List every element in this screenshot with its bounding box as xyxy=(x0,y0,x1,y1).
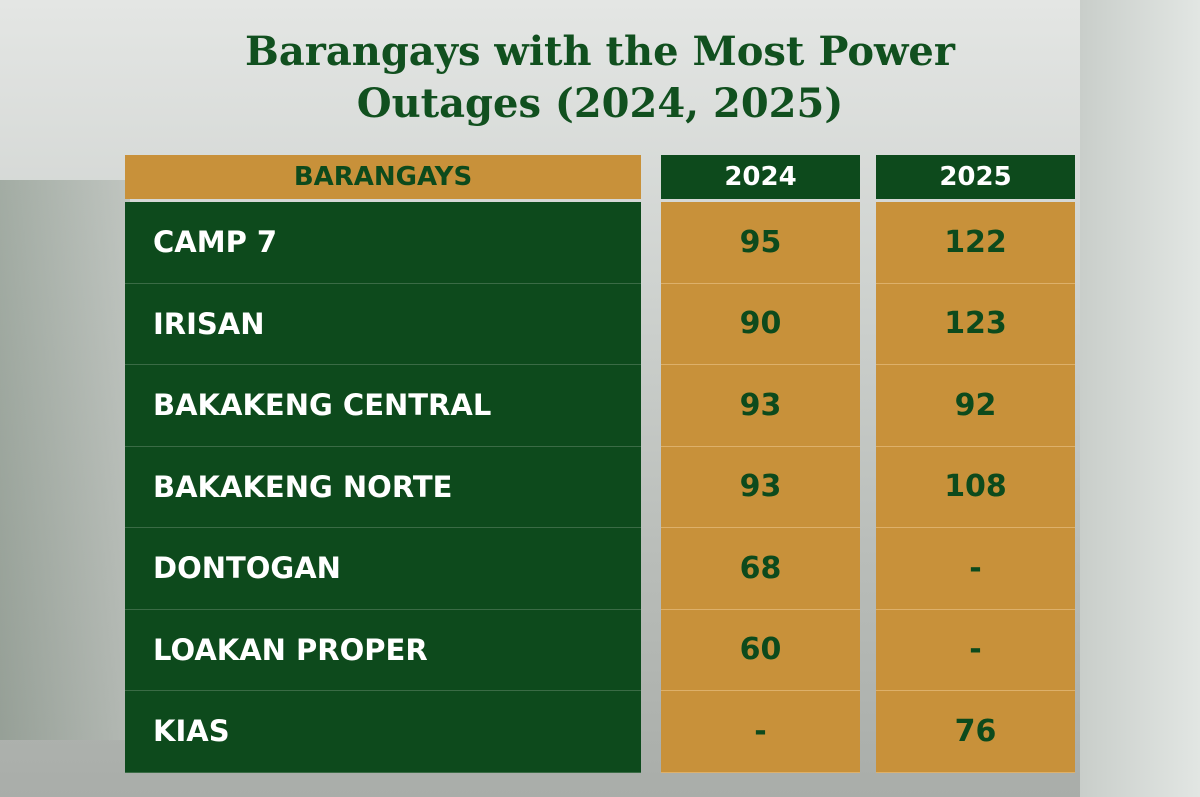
column-header: 2025 xyxy=(876,155,1075,199)
barangay-name: BAKAKENG NORTE xyxy=(125,446,641,528)
outage-count: 68 xyxy=(661,528,860,610)
column-header: 2024 xyxy=(661,155,860,199)
background-tree xyxy=(0,180,130,740)
column-header: BARANGAYS xyxy=(125,155,641,199)
outage-count: 60 xyxy=(661,609,860,691)
barangay-name: IRISAN xyxy=(125,283,641,365)
barangay-name: DONTOGAN xyxy=(125,528,641,610)
outage-count: - xyxy=(876,609,1075,691)
outage-count: 90 xyxy=(661,283,860,365)
outage-count: 108 xyxy=(876,446,1075,528)
outage-count: 95 xyxy=(661,202,860,284)
outage-count: 93 xyxy=(661,365,860,447)
outage-count: - xyxy=(661,691,860,773)
title: Outages (2024, 2025) xyxy=(356,80,844,127)
outage-count: 93 xyxy=(661,446,860,528)
title: Barangays with the Most Power xyxy=(245,28,955,75)
background-building xyxy=(1080,0,1200,797)
outage-count: 92 xyxy=(876,365,1075,447)
barangay-name: KIAS xyxy=(125,691,641,773)
outage-count: 122 xyxy=(876,202,1075,284)
outage-count: 123 xyxy=(876,283,1075,365)
barangay-name: LOAKAN PROPER xyxy=(125,609,641,691)
outage-count: - xyxy=(876,528,1075,610)
outage-count: 76 xyxy=(876,691,1075,773)
barangay-name: BAKAKENG CENTRAL xyxy=(125,365,641,447)
barangay-name: CAMP 7 xyxy=(125,202,641,284)
